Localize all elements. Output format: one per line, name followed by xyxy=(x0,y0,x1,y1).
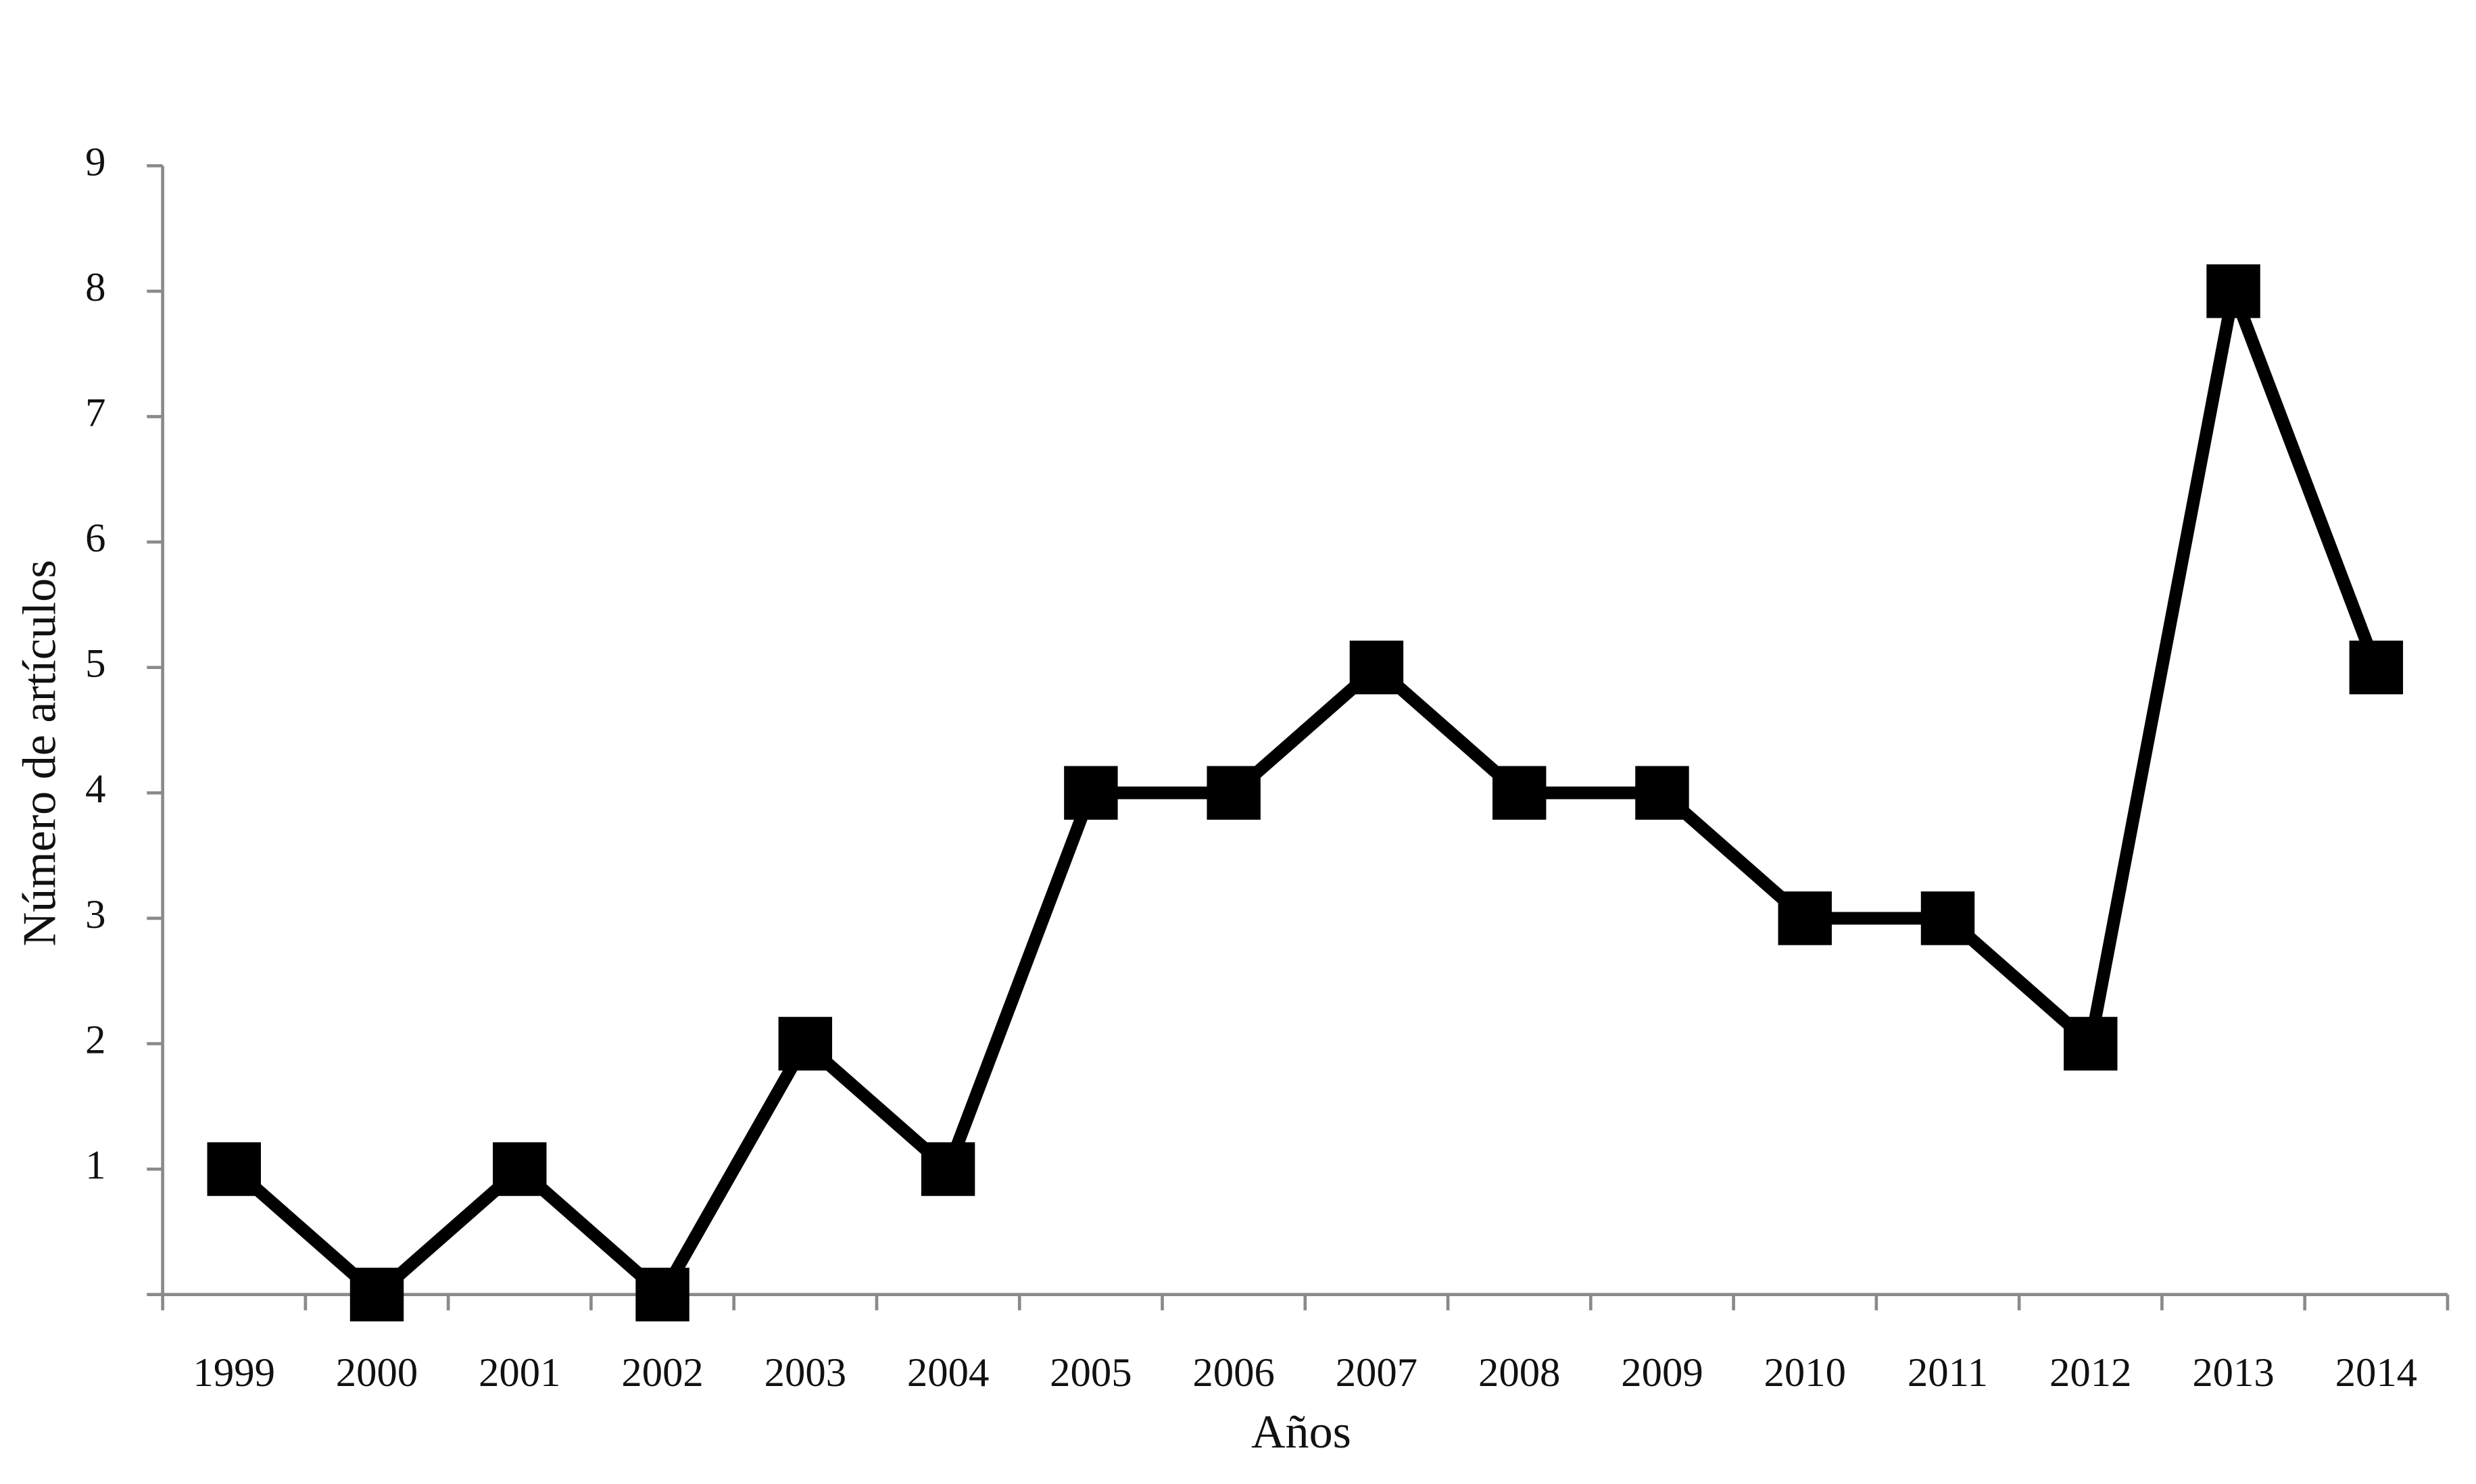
x-tick-label: 2010 xyxy=(1764,1350,1846,1395)
marker xyxy=(1492,766,1547,820)
marker xyxy=(1064,766,1118,820)
marker xyxy=(2064,1016,2118,1071)
x-tick-label: 2012 xyxy=(2049,1350,2131,1395)
x-tick-label: 2003 xyxy=(764,1350,846,1395)
x-tick-label: 2005 xyxy=(1050,1350,1132,1395)
y-tick-label: 8 xyxy=(85,265,105,310)
marker xyxy=(1920,891,1975,945)
x-tick-label: 1999 xyxy=(193,1350,275,1395)
marker xyxy=(1635,766,1689,820)
x-axis-title: Años xyxy=(1251,1406,1351,1458)
x-tick-label: 2014 xyxy=(2335,1350,2417,1395)
x-tick-label: 2011 xyxy=(1908,1350,1988,1395)
y-tick-label: 1 xyxy=(85,1143,105,1188)
x-tick-label: 2006 xyxy=(1192,1350,1274,1395)
marker xyxy=(1349,640,1404,695)
y-tick-label: 9 xyxy=(85,139,105,184)
y-axis-title: Número de artículos xyxy=(14,560,66,946)
x-tick-label: 2009 xyxy=(1621,1350,1703,1395)
marker xyxy=(1778,891,1832,945)
marker xyxy=(1207,766,1261,820)
y-tick-label: 2 xyxy=(85,1017,105,1062)
x-tick-label: 2002 xyxy=(621,1350,703,1395)
marker xyxy=(2206,264,2260,318)
marker xyxy=(635,1267,689,1322)
marker xyxy=(349,1267,404,1322)
x-tick-label: 2008 xyxy=(1478,1350,1560,1395)
y-tick-label: 7 xyxy=(85,390,105,435)
data-line xyxy=(230,268,2383,1305)
marker xyxy=(207,1142,261,1196)
y-tick-label: 3 xyxy=(85,892,105,937)
marker xyxy=(493,1142,547,1196)
x-tick-label: 2004 xyxy=(907,1350,989,1395)
marker xyxy=(921,1142,975,1196)
y-tick-label: 6 xyxy=(85,516,105,561)
marker xyxy=(778,1016,833,1071)
y-tick-label: 5 xyxy=(85,641,105,687)
x-tick-label: 2013 xyxy=(2192,1350,2274,1395)
x-tick-label: 2001 xyxy=(479,1350,560,1395)
x-tick-label: 2000 xyxy=(336,1350,418,1395)
x-tick-label: 2007 xyxy=(1336,1350,1417,1395)
y-tick-label: 4 xyxy=(85,766,105,812)
marker xyxy=(2349,640,2404,695)
